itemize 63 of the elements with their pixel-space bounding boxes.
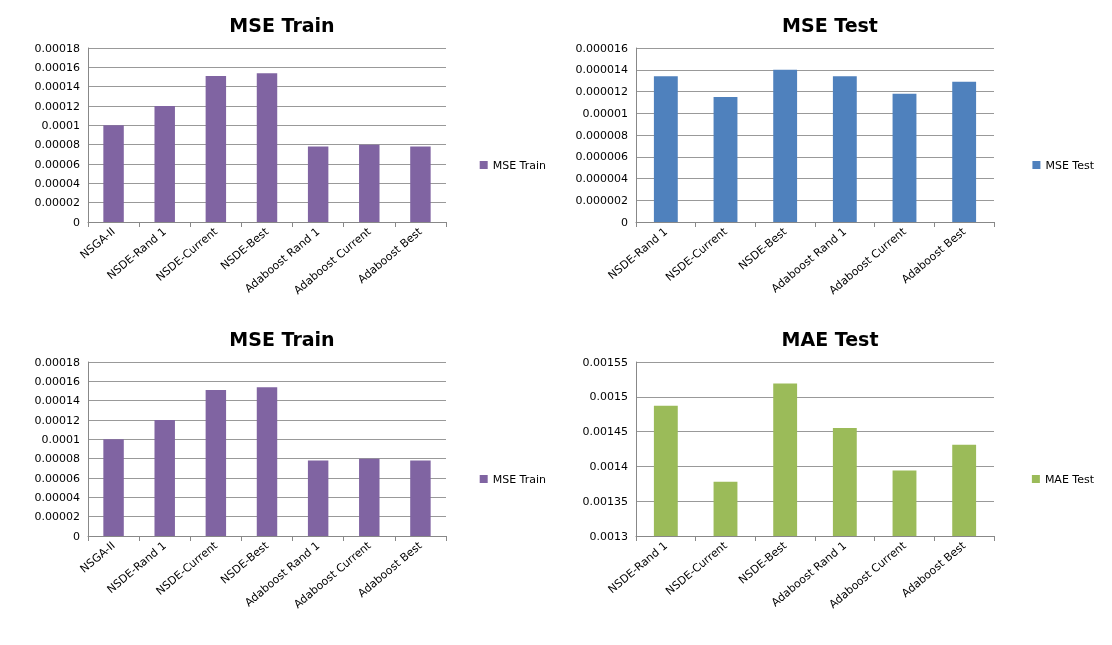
y-tick-label: 0.00012 — [34, 99, 80, 113]
y-tick-label: 0.00016 — [34, 374, 80, 388]
legend-label: MAE Test — [1044, 472, 1095, 486]
bar — [713, 96, 738, 222]
y-tick-label: 0.00145 — [582, 425, 628, 439]
legend-label: MSE Train — [492, 158, 547, 172]
y-tick-label: 0.00014 — [34, 394, 80, 408]
y-tick-label: 0.00016 — [34, 60, 80, 74]
y-tick-label: 0.000002 — [575, 193, 628, 207]
y-tick-label: 0.0015 — [589, 390, 628, 404]
bar — [307, 146, 329, 222]
bar — [653, 76, 678, 222]
y-tick-label: 0.0001 — [41, 432, 80, 446]
y-tick-label: 0.00008 — [34, 138, 80, 152]
y-tick-label: 0.000012 — [575, 85, 628, 98]
y-tick-label: 0.00018 — [34, 41, 80, 55]
bar — [256, 387, 278, 536]
bar — [256, 73, 278, 222]
y-tick-label: 0.00002 — [34, 510, 80, 524]
y-tick-label: 0.000016 — [575, 41, 628, 55]
bar — [154, 420, 175, 536]
bar — [103, 439, 124, 536]
bar — [205, 76, 227, 222]
legend-label: MSE Test — [1045, 158, 1095, 172]
y-tick-label: 0 — [621, 215, 628, 229]
bar — [307, 460, 329, 536]
bar — [103, 125, 124, 222]
y-tick-label: 0.00001 — [582, 106, 628, 120]
bar — [154, 106, 175, 222]
y-tick-label: 0.000008 — [575, 128, 628, 142]
y-tick-label: 0.00002 — [34, 196, 80, 210]
bar — [832, 76, 857, 222]
chart-title: MSE Train — [229, 13, 335, 36]
bar — [952, 81, 977, 222]
y-tick-label: 0.0013 — [589, 529, 628, 543]
y-tick-label: 0.0001 — [41, 118, 80, 132]
bar — [773, 69, 798, 222]
y-tick-label: 0.00006 — [34, 471, 80, 485]
chart-title: MSE Test — [782, 13, 878, 36]
bar — [892, 93, 917, 222]
y-tick-label: 0 — [73, 529, 80, 543]
y-tick-label: 0.000014 — [575, 63, 628, 77]
y-tick-label: 0.00008 — [34, 452, 80, 466]
y-tick-label: 0.00155 — [582, 355, 628, 369]
bar — [359, 458, 380, 536]
legend-label: MSE Train — [492, 472, 547, 486]
y-tick-label: 0.00006 — [34, 157, 80, 171]
y-tick-label: 0.00014 — [34, 80, 80, 94]
y-tick-label: 0.000004 — [575, 172, 628, 185]
chart-title: MSE Train — [229, 327, 335, 350]
y-tick-label: 0.00004 — [34, 490, 80, 504]
y-tick-label: 0.000006 — [575, 150, 628, 164]
bar — [410, 146, 431, 222]
bar — [359, 144, 380, 222]
y-tick-label: 0.00135 — [582, 494, 628, 508]
bar — [410, 460, 431, 536]
y-tick-label: 0.00004 — [34, 176, 80, 190]
y-tick-label: 0 — [73, 215, 80, 229]
y-tick-label: 0.00018 — [34, 355, 80, 369]
bar — [205, 390, 227, 536]
chart-title: MAE Test — [781, 327, 879, 350]
y-tick-label: 0.00012 — [34, 413, 80, 427]
y-tick-label: 0.0014 — [589, 459, 628, 473]
